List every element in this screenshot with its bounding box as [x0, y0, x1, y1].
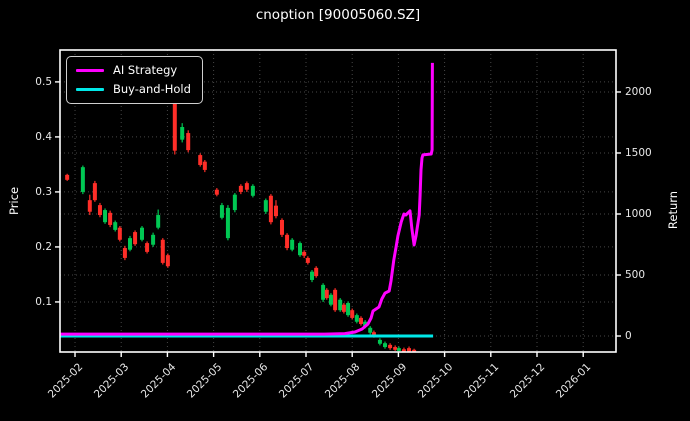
chart-title: cnoption [90005060.SZ] [255, 7, 421, 23]
ai-strategy-line-swatch [76, 68, 104, 72]
return-tick-label: 500 [625, 269, 646, 281]
price-tick-label: 0.3 [35, 185, 52, 198]
return-tick-label: 0 [625, 330, 632, 342]
price-tick-label: 0.2 [35, 240, 52, 253]
return-tick-label: 1500 [625, 146, 652, 159]
buy-and-hold-line-swatch [76, 87, 104, 91]
price-tick-label: 0.4 [35, 130, 52, 143]
legend-item-ai-strategy: AI Strategy [76, 63, 191, 77]
price-tick-label: 0.5 [35, 75, 52, 88]
legend: AI Strategy Buy-and-Hold [66, 56, 203, 104]
legend-label: Buy-and-Hold [113, 82, 191, 96]
return-tick-label: 2000 [625, 85, 652, 98]
legend-item-buy-and-hold: Buy-and-Hold [76, 82, 191, 96]
price-tick-label: 0.1 [35, 295, 52, 308]
return-tick-label: 1000 [625, 207, 652, 220]
legend-label: AI Strategy [113, 63, 178, 77]
